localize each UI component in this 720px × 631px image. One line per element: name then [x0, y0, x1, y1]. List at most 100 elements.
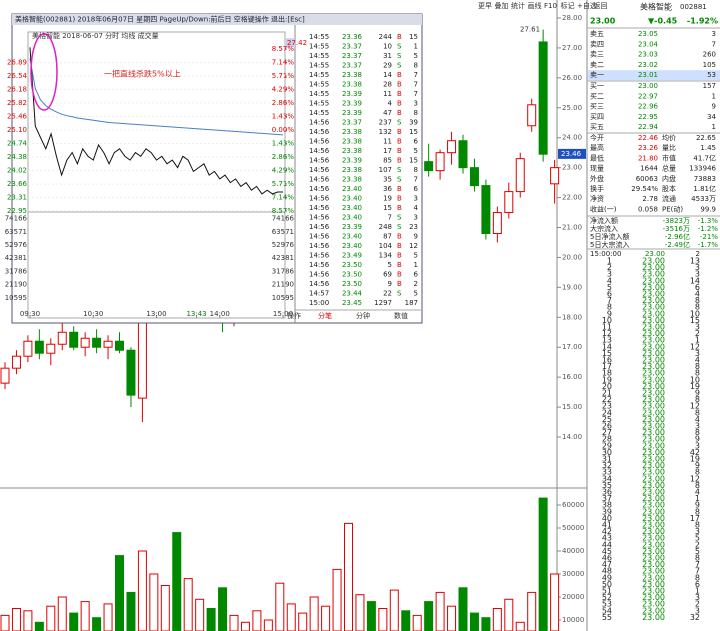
toolbar-button[interactable]: 更早: [478, 2, 492, 10]
book-price: 22.94: [638, 123, 659, 131]
tick-price: 23.00: [642, 336, 665, 345]
tick-volume: 9: [695, 501, 700, 510]
tick-volume: 32: [690, 613, 700, 622]
tick-volume: 10: [690, 309, 700, 318]
tick-index: 11: [602, 323, 612, 332]
tick-count: 15: [409, 33, 418, 41]
stat-value: 23.26: [638, 144, 659, 152]
tick-index: 23: [602, 402, 612, 411]
stat-value: 41.7亿: [693, 153, 716, 162]
tab[interactable]: 数值: [394, 311, 408, 320]
tab[interactable]: 分钟: [356, 311, 370, 320]
y-tick-label: 21.00: [562, 224, 582, 232]
tick-volume: 15: [383, 204, 392, 212]
tick-side: B: [397, 261, 402, 269]
tick-side: S: [397, 214, 402, 222]
volume-tick-label: 74166: [5, 215, 28, 223]
tick-volume: 13: [690, 257, 700, 266]
volume-bar: [344, 522, 353, 631]
tick-time: 14:56: [309, 242, 330, 250]
toolbar-button[interactable]: 统计: [511, 1, 525, 10]
tick-price: 23.00: [642, 342, 665, 351]
y-tick-label: 26.89: [7, 59, 27, 67]
candle-body: [515, 158, 525, 193]
stat-label: PE(动): [662, 204, 683, 213]
tick-volume: 3: [695, 349, 700, 358]
tick-side: B: [397, 90, 402, 98]
tick-price: 23.00: [642, 481, 665, 490]
x-tick-label: 09:30: [20, 310, 40, 318]
tick-time: 14:55: [309, 33, 329, 41]
tick-index: 16: [602, 356, 612, 365]
tick-index: 15: [602, 349, 612, 358]
flow-value: -2.96亿: [665, 232, 690, 241]
tick-index: 30: [602, 448, 612, 457]
volume-bar: [126, 591, 136, 631]
toolbar-button[interactable]: 返回: [594, 2, 608, 10]
tick-volume: 8: [695, 521, 700, 530]
tick-price: 23.00: [642, 448, 665, 457]
tick-index: 2: [607, 263, 612, 272]
tick-price: 23.00: [642, 303, 665, 312]
stat-label: 量比: [662, 143, 676, 152]
tick-count: 3: [414, 195, 418, 203]
book-label: 买一: [590, 82, 604, 90]
tick-time: 14:56: [309, 261, 330, 269]
stat-value: 2.78: [642, 195, 658, 203]
flow-label: 净流入额: [590, 216, 618, 225]
tick-side: B: [397, 100, 402, 108]
toolbar-button[interactable]: 画线: [528, 1, 542, 10]
tick-price: 23.00: [642, 263, 665, 272]
stat-label: 内盘: [662, 174, 676, 183]
tick-count: 5: [414, 252, 418, 260]
y-tick-label: 25.82: [7, 99, 27, 107]
tick-volume: 28: [383, 81, 392, 89]
operate-button[interactable]: 操作: [287, 311, 301, 320]
tick-index: 41: [602, 521, 612, 530]
candle-body: [115, 340, 124, 351]
toolbar-button[interactable]: 叠加: [495, 1, 509, 10]
tick-volume: 10: [690, 375, 700, 384]
tick-count: 8: [414, 166, 418, 174]
volume-bar: [527, 591, 537, 631]
volume-bar: [69, 612, 79, 631]
volume-bar: [23, 610, 33, 631]
volume-bar: [469, 612, 479, 631]
volume-tick-label: 21190: [272, 281, 294, 289]
tick-price: 23.37: [342, 119, 362, 127]
candle-body: [80, 337, 90, 348]
tick-price: 23.00: [642, 474, 665, 483]
toolbar-button[interactable]: F10: [544, 2, 557, 10]
tick-volume: 3: [695, 527, 700, 536]
tick-volume: 3: [695, 323, 700, 332]
high-label: 27.42: [287, 39, 307, 47]
tick-price: 23.00: [642, 567, 665, 576]
candle-body: [469, 167, 479, 187]
tick-volume: 4: [388, 100, 393, 108]
tick-price: 23.00: [642, 362, 665, 371]
tick-volume: 9: [695, 389, 700, 398]
tick-volume: 14: [690, 276, 700, 285]
tick-price: 23.00: [642, 257, 665, 266]
tick-volume: 134: [379, 252, 393, 260]
tick-volume: 3: [695, 441, 700, 450]
tick-index: 37: [602, 494, 612, 503]
tick-index: 50: [602, 580, 612, 589]
tick-time: 14:55: [309, 109, 329, 117]
tab[interactable]: 分笔: [318, 311, 332, 320]
tick-side: B: [397, 280, 402, 288]
tick-volume: 12: [690, 342, 700, 351]
tick-volume: 4: [695, 415, 700, 424]
volume-bar: [412, 614, 422, 631]
tick-index: 43: [602, 534, 612, 543]
tick-index: 39: [602, 507, 612, 516]
tick-count: 8: [414, 109, 418, 117]
toolbar-button[interactable]: 标记: [561, 1, 575, 10]
volume-tick-label: 31786: [272, 267, 295, 275]
tick-count: 1: [414, 43, 418, 51]
pct-tick-label: 2.86%: [272, 99, 295, 107]
toolbar-button[interactable]: +自选: [577, 1, 597, 10]
tick-side: B: [397, 147, 402, 155]
y-tick-label: 24.74: [7, 140, 28, 148]
tick-time: 14:56: [309, 233, 330, 241]
